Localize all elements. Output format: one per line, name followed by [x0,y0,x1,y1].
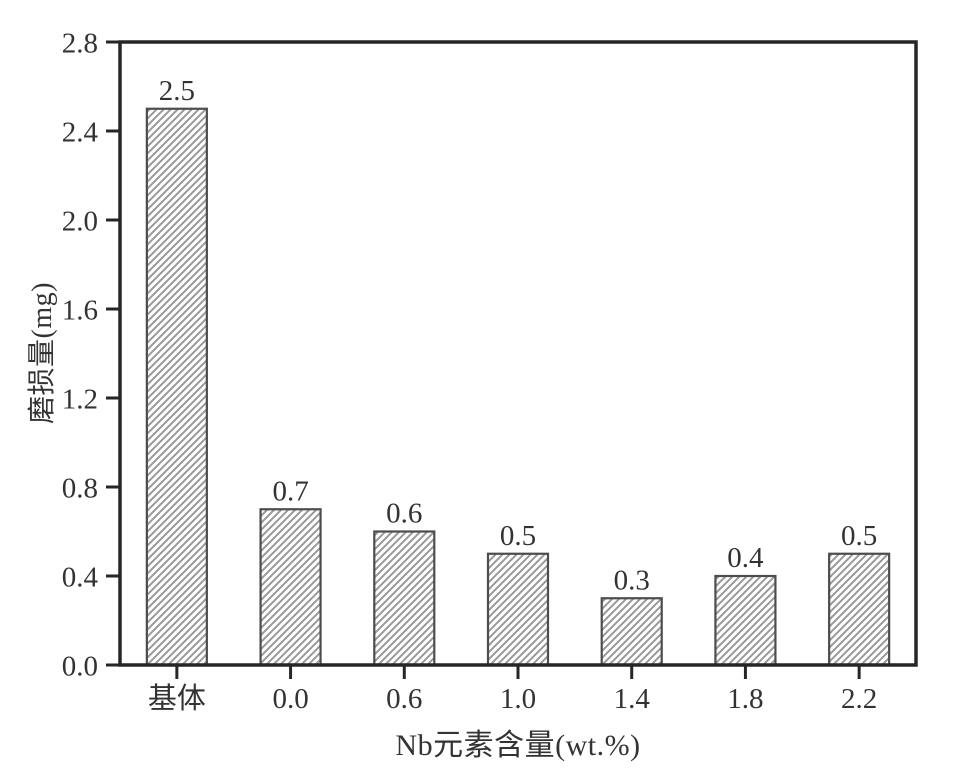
x-axis-tick-label: 0.6 [386,683,422,715]
bar-value-label: 0.5 [841,520,877,552]
bar [145,107,208,667]
bar [828,552,891,667]
y-axis-tick-label: 0.0 [62,650,98,682]
x-axis-tick-label: 0.0 [272,683,308,715]
plot-border [118,40,918,667]
y-axis-tick-label: 0.4 [62,561,99,593]
bar [600,597,663,667]
x-axis-tick-label: 2.2 [841,683,877,715]
bar [373,530,436,667]
y-axis-tick-label: 2.4 [62,116,99,148]
x-axis-tick-label: 1.8 [727,683,763,715]
bar [714,574,777,667]
x-axis-title: Nb元素含量(wt.%) [395,729,641,762]
x-axis-tick-label: 基体 [148,682,206,715]
x-axis-tick-label: 1.0 [500,683,536,715]
bar-value-label: 0.7 [272,475,308,507]
bar-value-label: 0.4 [727,542,764,574]
bar-value-label: 0.3 [614,564,650,596]
bar [259,508,322,667]
y-axis-tick-label: 1.2 [62,383,98,415]
bar-value-label: 0.6 [386,498,422,530]
y-axis-tick-label: 1.6 [62,294,98,326]
y-axis-title: 磨损量(mg) [27,282,58,424]
x-axis-tick-label: 1.4 [614,683,651,715]
y-axis-tick-label: 2.8 [62,27,98,59]
bar-value-label: 0.5 [500,520,536,552]
bar [486,552,550,667]
y-axis-tick-label: 2.0 [62,205,98,237]
y-axis-tick-label: 0.8 [62,472,98,504]
bar-value-label: 2.5 [159,75,195,107]
